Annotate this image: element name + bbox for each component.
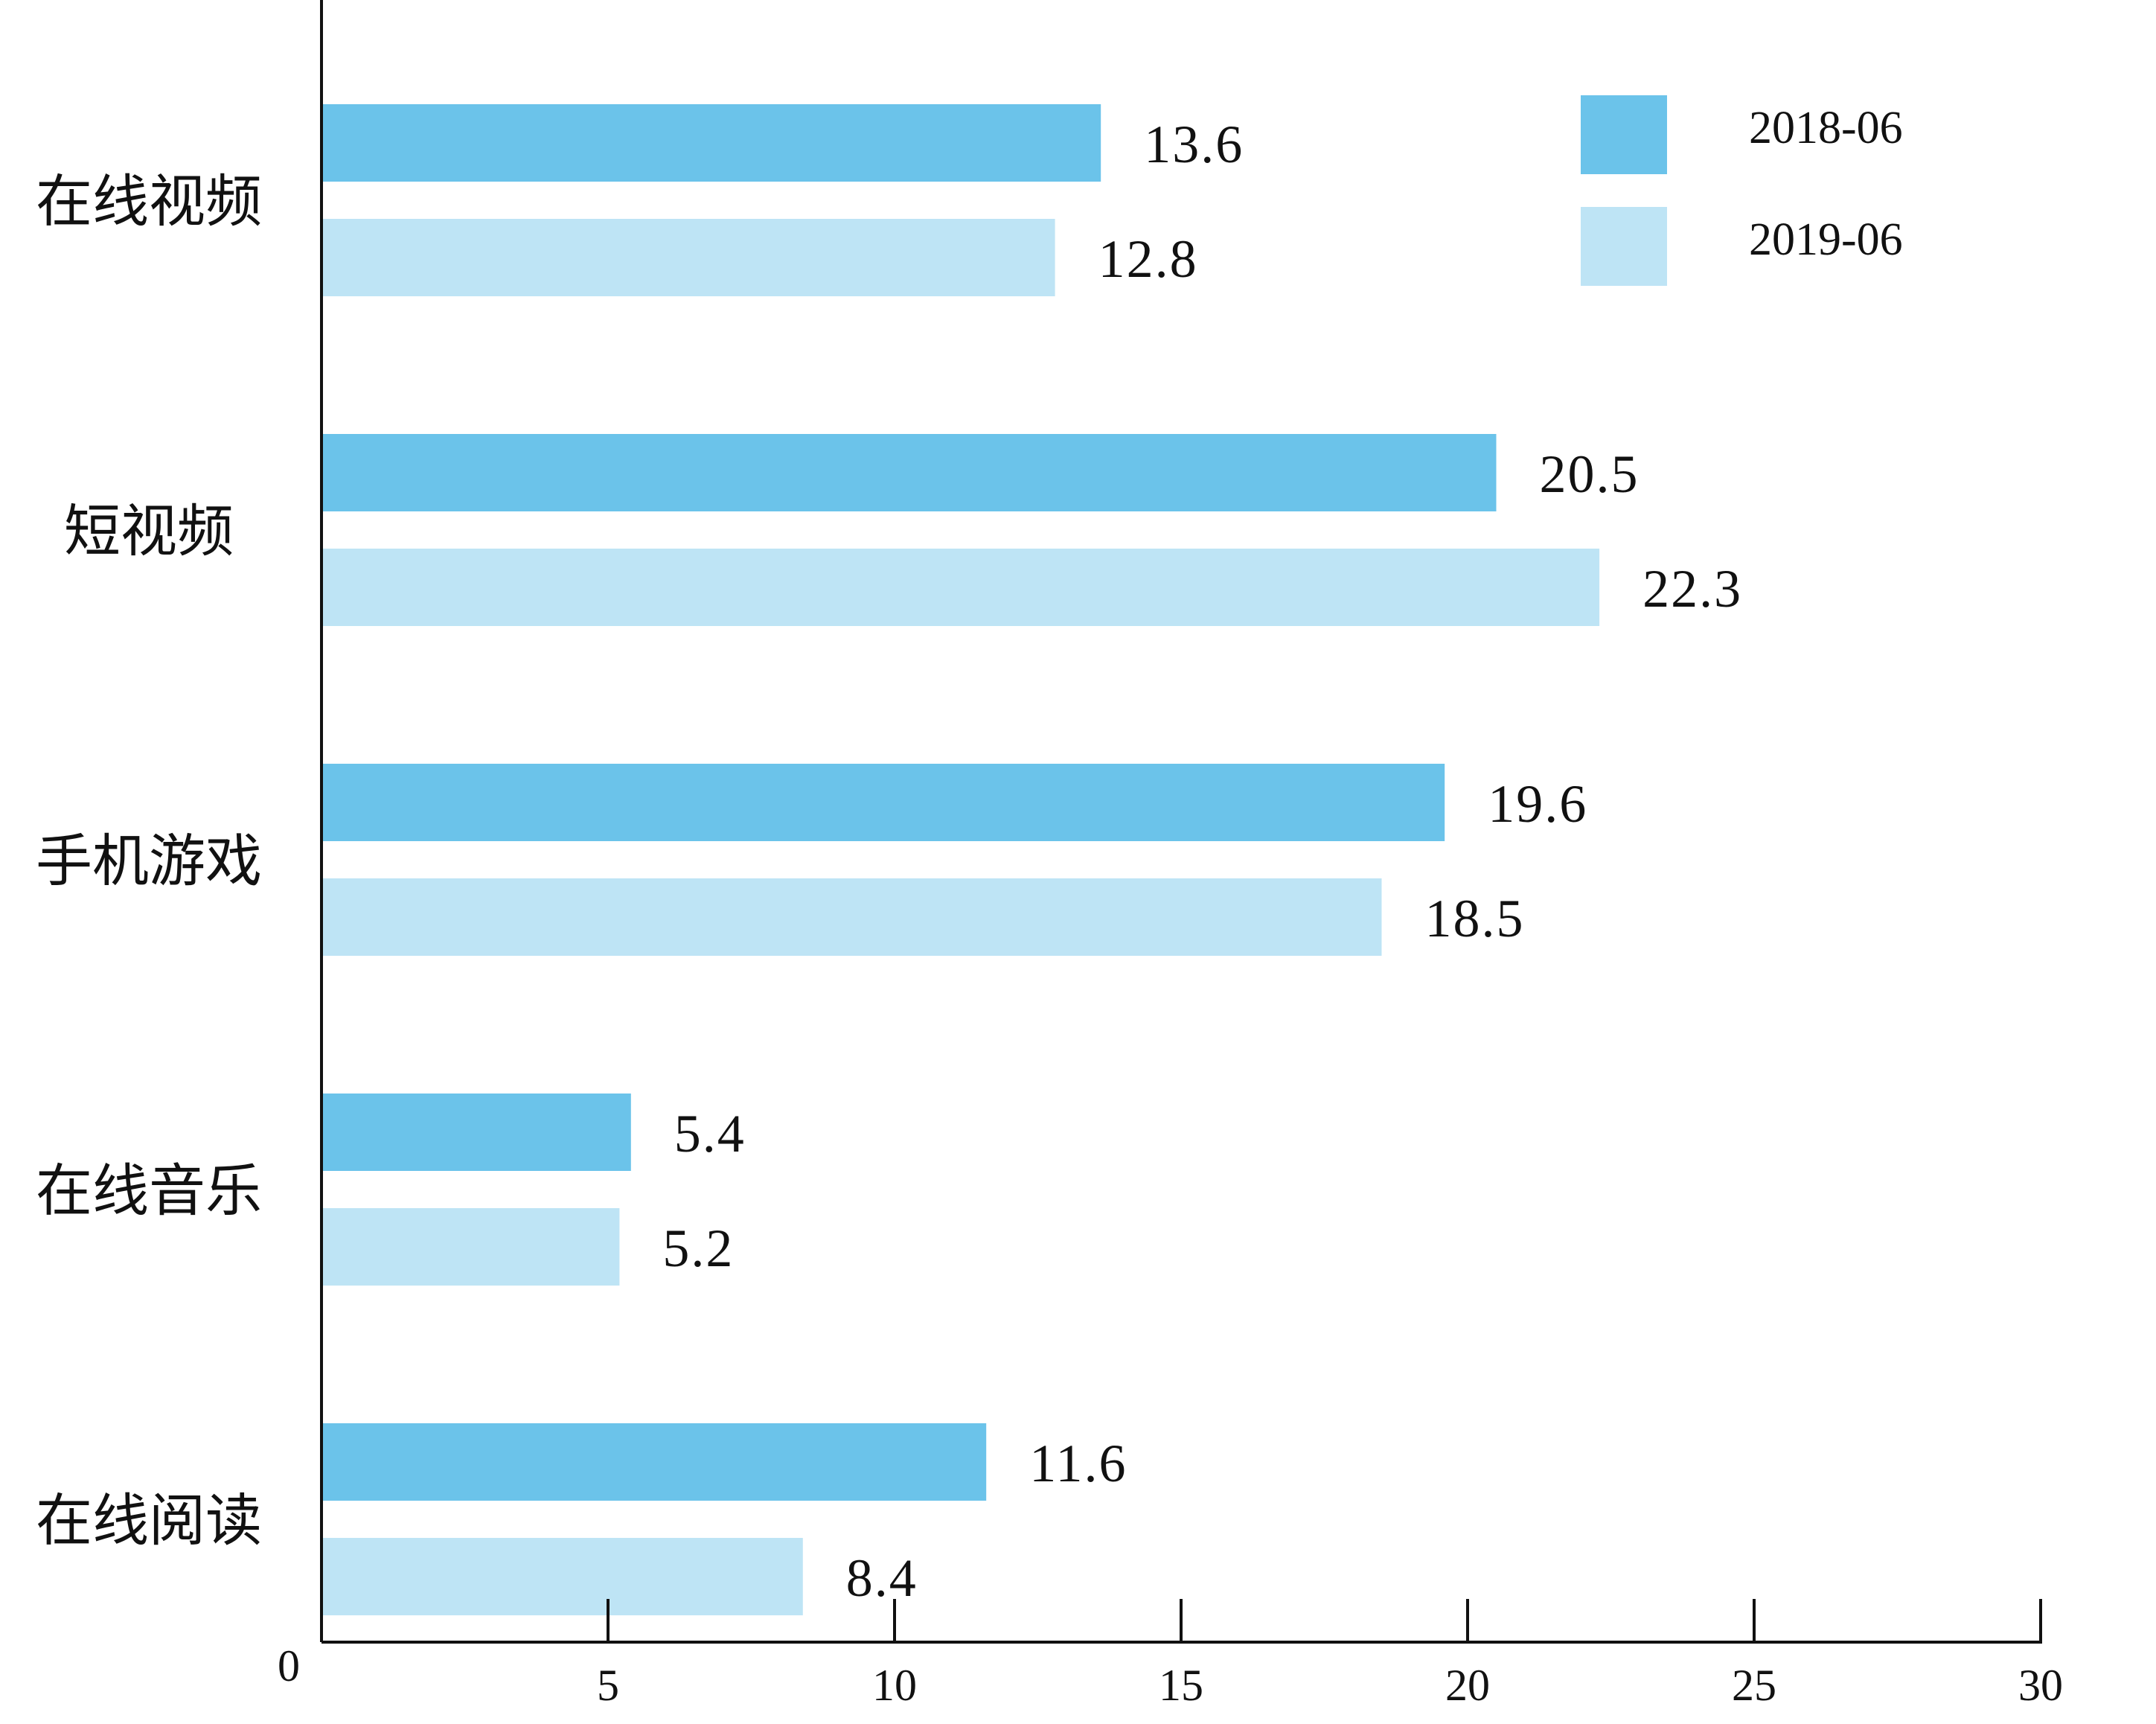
bars-layer: [322, 104, 1600, 1615]
labels-layer: 13.6 12.8 在线视频 20.522.3 短视频 19.6 18.5 手机游戏 5.4 5.…: [36, 115, 2063, 1710]
x-tick-label-0: 0: [278, 1641, 300, 1691]
data-label-series1-0: 13.6: [1144, 115, 1244, 174]
bar-series2-2: [322, 878, 1382, 956]
legend: 2018-06 2019-06: [1581, 95, 1903, 286]
data-label-series2-3: 5.2: [662, 1219, 734, 1278]
bar-series1-2: [322, 764, 1445, 841]
category-label-2: 手机游戏: [36, 828, 262, 894]
x-tick-label-4: 20: [1445, 1661, 1490, 1710]
x-tick-label-6: 30: [2018, 1661, 2063, 1710]
data-label-series2-4: 8.4: [846, 1548, 918, 1608]
bar-series1-4: [322, 1423, 987, 1501]
data-label-series1-3: 5.4: [674, 1104, 746, 1163]
bar-series2-0: [322, 219, 1055, 296]
axes-layer: [320, 0, 2042, 1644]
x-tick-label-2: 10: [872, 1661, 917, 1710]
legend-label-1: 2018-06: [1749, 103, 1903, 153]
bar-series2-3: [322, 1208, 620, 1286]
data-label-series2-2: 18.5: [1425, 889, 1525, 948]
data-label-series1-2: 19.6: [1488, 774, 1587, 834]
bar-series2-4: [322, 1538, 803, 1615]
data-label-series2-1: 22.3: [1642, 559, 1742, 619]
bar-series2-1: [322, 549, 1600, 626]
data-label-series2-0: 12.8: [1098, 229, 1198, 289]
x-tick-label-3: 15: [1159, 1661, 1203, 1710]
category-label-0: 在线视频: [36, 168, 262, 234]
legend-swatch-2: [1581, 207, 1667, 286]
legend-swatch-1: [1581, 95, 1667, 174]
data-label-series1-4: 11.6: [1029, 1434, 1127, 1493]
x-tick-label-1: 5: [597, 1661, 619, 1710]
category-label-1: 短视频: [64, 498, 234, 564]
bar-series1-0: [322, 104, 1101, 182]
category-label-3: 在线音乐: [36, 1158, 262, 1224]
data-label-series1-1: 20.5: [1540, 444, 1640, 504]
bar-series1-3: [322, 1094, 631, 1171]
x-tick-label-5: 25: [1732, 1661, 1776, 1710]
category-label-4: 在线阅读: [36, 1487, 262, 1554]
legend-label-2: 2019-06: [1749, 214, 1903, 265]
bar-series1-1: [322, 434, 1497, 511]
